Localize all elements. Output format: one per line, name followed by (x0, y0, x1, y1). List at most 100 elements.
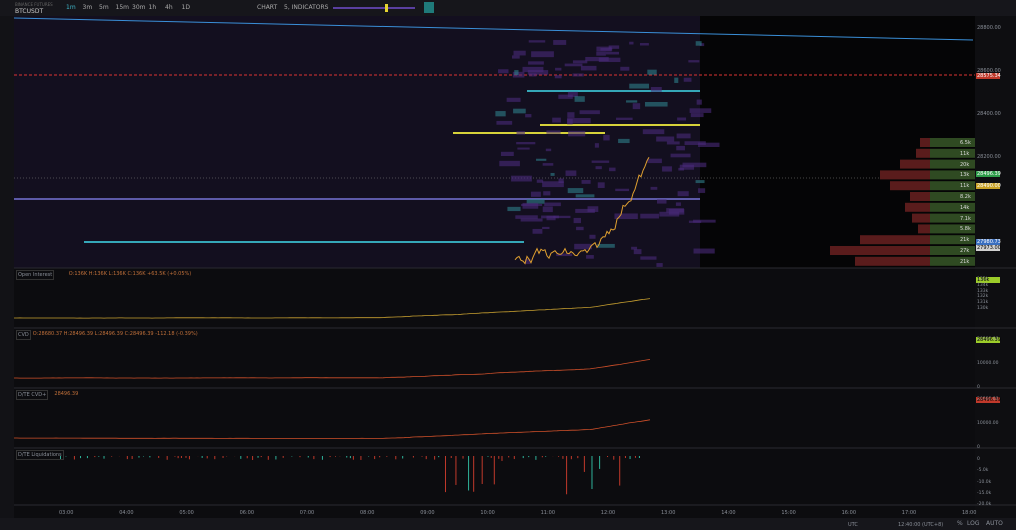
timezone[interactable]: UTC (848, 522, 858, 528)
heat-cell (507, 206, 521, 212)
heat-cell (558, 94, 573, 99)
liquidation-bar (275, 456, 277, 460)
heat-cell (558, 178, 564, 184)
interval-button[interactable]: 1D (181, 4, 190, 11)
log-toggle[interactable]: LOG (967, 520, 980, 527)
trend-line (13, 17, 974, 41)
heat-cell (640, 256, 657, 260)
price-tag: 28496.39 (977, 171, 1001, 177)
heat-cell (698, 188, 706, 193)
pane-tag: 136k (977, 277, 990, 283)
heat-cell (698, 142, 720, 148)
heat-cell (542, 181, 564, 188)
heat-cell (550, 172, 555, 176)
interval-button[interactable]: 4h (165, 4, 173, 11)
liquidation-bar (103, 456, 105, 459)
pane-axis-label: 133k (977, 288, 989, 294)
volume-profile-buy (930, 181, 975, 191)
price-tag-bg (976, 183, 1000, 189)
heat-cell (631, 246, 638, 250)
heat-cell (541, 215, 559, 219)
liquidation-bar (566, 456, 568, 495)
liquidation-bar (450, 456, 452, 459)
pane-title: Open Interest (16, 270, 55, 280)
liquidation-bar (468, 456, 470, 491)
pane-axis-label: 20000.00 (977, 397, 999, 402)
heat-cell (629, 83, 650, 89)
heat-cell (585, 56, 609, 62)
heat-cell (688, 60, 700, 63)
slider-thumb[interactable] (385, 4, 388, 12)
heat-cell (586, 255, 594, 259)
heat-cell (629, 41, 634, 45)
heat-cell (659, 211, 680, 217)
liquidation-bar (379, 456, 381, 458)
interval-button[interactable]: 1h (148, 4, 157, 11)
liquidation-bar (455, 456, 457, 485)
liquidation-bar (591, 456, 593, 490)
heat-cell (656, 263, 663, 267)
indicators-button[interactable]: 5, INDICATORS (284, 4, 329, 11)
interval-button[interactable]: 5m (99, 4, 109, 11)
heat-cell (526, 199, 545, 204)
volume-profile-label: 11k (960, 150, 970, 157)
pane-tag-bg (976, 397, 1000, 403)
volume-profile-buy (930, 213, 975, 223)
time-label: 05:00 (179, 510, 194, 516)
liquidation-bar (131, 456, 133, 460)
heat-cell (524, 258, 531, 265)
interval-button[interactable]: 1m (66, 4, 76, 11)
heat-cell (689, 108, 712, 113)
liquidation-bar (260, 456, 262, 458)
auto-toggle[interactable]: AUTO (986, 520, 1003, 527)
heat-cell (650, 86, 662, 92)
heat-cell (552, 117, 561, 123)
heat-cell (567, 91, 578, 97)
layout-button[interactable] (424, 2, 434, 13)
liquidation-bar (111, 456, 113, 457)
heat-cell (514, 70, 519, 76)
liquidation-bar (307, 456, 309, 458)
interval-button[interactable]: 3m (82, 4, 93, 11)
exchange: BINANCE FUTURES (15, 2, 53, 7)
heat-cell (522, 66, 544, 73)
volume-profile-sell (830, 246, 930, 255)
liquidation-bar (166, 456, 168, 460)
volume-profile-buy (930, 202, 975, 212)
heat-cell (675, 202, 681, 206)
time-label: 16:00 (841, 510, 857, 516)
volume-profile-buy (930, 256, 975, 266)
heat-cell (642, 129, 665, 135)
heat-cell (564, 63, 583, 67)
liquidation-bar (346, 456, 348, 458)
liquidation-bar (577, 456, 579, 459)
top-toolbar (0, 0, 1016, 16)
time-label: 08:00 (360, 510, 375, 516)
volume-profile-sell (916, 148, 930, 158)
interval-button[interactable]: 15m (115, 4, 129, 11)
heat-cell (511, 55, 520, 59)
interval-button[interactable]: 30m (132, 4, 146, 11)
volume-profile-sell (910, 192, 930, 201)
heat-cell (575, 208, 595, 213)
liquidation-bar (174, 456, 176, 457)
chart-button[interactable]: CHART (257, 4, 278, 11)
liquidation-bar (94, 456, 96, 458)
liquidation-bar (267, 456, 269, 460)
pane-tag: 28496.39 (977, 337, 1001, 343)
liquidation-bar (421, 456, 423, 457)
liquidation-bar (487, 456, 489, 457)
price-series (514, 157, 650, 265)
heat-cell (616, 117, 633, 121)
liquidation-bar (158, 456, 160, 458)
heat-cell (589, 234, 596, 239)
volume-profile-buy (930, 159, 975, 169)
liquidation-bar (214, 456, 216, 460)
price-tag: 28490.00 (977, 183, 1001, 189)
pane-legend: O:28680.37 H:28496.39 L:28496.39 C:28496… (32, 331, 198, 337)
indicator-series (14, 359, 651, 379)
percent-toggle[interactable]: % (957, 520, 963, 527)
price-tag: 28575.34 (977, 73, 1001, 79)
heat-cell (699, 43, 705, 47)
heat-cell (544, 202, 561, 207)
